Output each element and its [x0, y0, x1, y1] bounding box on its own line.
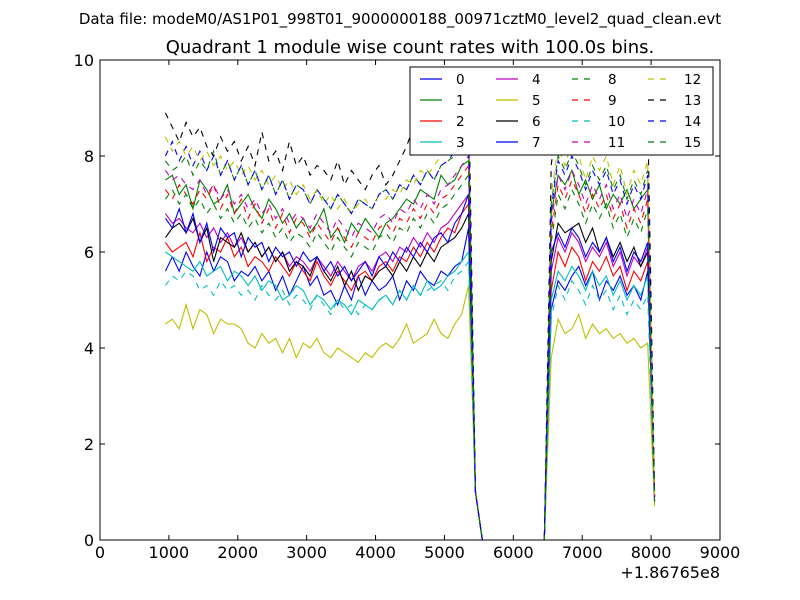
legend-label-10: 10: [608, 114, 625, 130]
series-line-3: [165, 250, 656, 541]
legend-label-1: 1: [456, 93, 465, 109]
y-tick-label: 2: [84, 435, 94, 454]
x-tick-label: 0: [95, 543, 105, 562]
figure-suptitle: Data file: modeM0/AS1P01_998T01_90000001…: [79, 10, 721, 29]
legend-label-15: 15: [684, 135, 701, 151]
x-tick-label: 6000: [493, 543, 534, 562]
series-line-9: [164, 163, 656, 541]
legend-label-6: 6: [532, 114, 541, 130]
series-line-6: [164, 213, 656, 541]
series-line-11: [164, 154, 656, 541]
series-line-2: [164, 202, 656, 541]
x-tick-label: 4000: [355, 543, 396, 562]
y-tick-label: 8: [84, 147, 94, 166]
series-line-8: [164, 131, 656, 541]
plot-frame: [99, 59, 721, 541]
series-line-5: [165, 285, 656, 541]
x-tick-label: 3000: [286, 543, 327, 562]
legend-label-2: 2: [456, 114, 465, 130]
legend-label-4: 4: [532, 72, 541, 88]
legend-label-5: 5: [532, 93, 541, 109]
y-tick-label: 10: [74, 51, 94, 70]
x-axis-offset-label: +1.86765e8: [620, 563, 720, 582]
series-line-0: [164, 227, 656, 541]
series-line-14: [164, 126, 656, 541]
x-tick-label: 5000: [424, 543, 465, 562]
legend-label-13: 13: [684, 93, 701, 109]
x-axis: 0 1000 2000 3000 4000 5000 6000 7000 8000 9000: [95, 60, 740, 562]
x-tick-label: 9000: [700, 543, 741, 562]
legend-label-14: 14: [684, 114, 701, 130]
x-tick-label: 8000: [631, 543, 672, 562]
legend-label-3: 3: [456, 135, 465, 151]
y-tick-label: 0: [84, 531, 94, 550]
legend-label-8: 8: [608, 72, 617, 88]
legend-box: [409, 66, 714, 156]
legend-label-7: 7: [532, 135, 541, 151]
plot-series-group: [164, 78, 656, 541]
legend-label-12: 12: [684, 72, 701, 88]
series-line-15: [164, 173, 656, 541]
series-line-7: [164, 194, 656, 541]
y-tick-label: 4: [84, 339, 94, 358]
series-line-4: [164, 192, 656, 541]
x-tick-label: 2000: [217, 543, 258, 562]
x-tick-label: 1000: [149, 543, 190, 562]
series-line-10: [164, 259, 656, 541]
series-line-12: [164, 107, 656, 541]
y-tick-label: 6: [84, 243, 94, 262]
chart-title: Quadrant 1 module wise count rates with …: [166, 37, 655, 58]
x-tick-label: 7000: [562, 543, 603, 562]
legend-label-11: 11: [608, 135, 625, 151]
legend-label-0: 0: [456, 72, 465, 88]
series-line-1: [165, 159, 656, 541]
legend-label-9: 9: [608, 93, 617, 109]
